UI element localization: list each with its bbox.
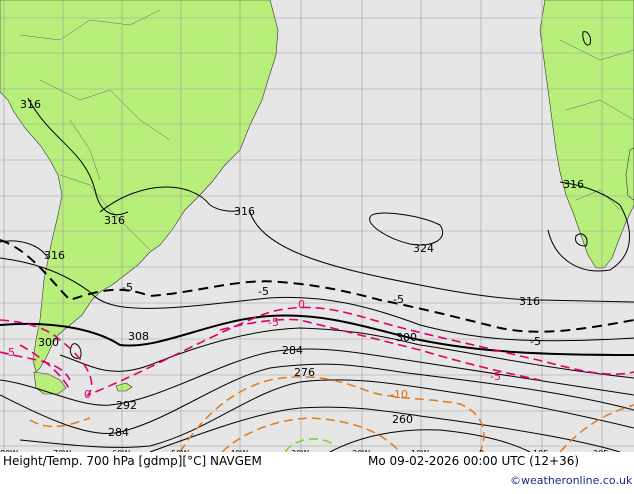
isotherm-minus5-dashed bbox=[0, 239, 634, 333]
lat-lon-grid bbox=[0, 0, 634, 452]
height-label: 260 bbox=[392, 413, 413, 426]
height-label: 308 bbox=[128, 330, 149, 343]
footer-bar bbox=[0, 452, 634, 490]
height-label: 276 bbox=[294, 366, 315, 379]
temp-label: 0 bbox=[84, 388, 91, 401]
isotherm-zero bbox=[0, 306, 634, 397]
temp-label: -5 bbox=[122, 281, 133, 294]
height-label: 292 bbox=[116, 399, 137, 412]
height-label: 300 bbox=[38, 336, 59, 349]
height-label: 316 bbox=[234, 205, 255, 218]
height-label: 316 bbox=[44, 249, 65, 262]
temp-label: -5 bbox=[268, 316, 279, 329]
map-datetime: Mo 09-02-2026 00:00 UTC (12+36) bbox=[368, 454, 579, 468]
temp-label: 0 bbox=[298, 298, 305, 311]
isotherm-green bbox=[284, 438, 337, 453]
map-title: Height/Temp. 700 hPa [gdmp][°C] NAVGEM bbox=[3, 454, 262, 468]
isotherm-cold bbox=[29, 376, 634, 453]
height-contours bbox=[0, 31, 634, 453]
landmass-madagascar bbox=[625, 147, 634, 201]
temp-label: -10 bbox=[390, 388, 408, 401]
temp-label: -5 bbox=[258, 285, 269, 298]
height-label: 284 bbox=[108, 426, 129, 439]
height-label: 300 bbox=[396, 331, 417, 344]
credit-text: ©weatheronline.co.uk bbox=[510, 474, 633, 487]
height-label: 316 bbox=[563, 178, 584, 191]
height-label: 284 bbox=[282, 344, 303, 357]
temp-label: -5 bbox=[393, 293, 404, 306]
temp-label: -5 bbox=[530, 335, 541, 348]
height-label: 316 bbox=[104, 214, 125, 227]
temp-label: -5 bbox=[4, 346, 15, 359]
country-borders bbox=[19, 9, 634, 251]
height-label-group: 316 316 316 316 316 316 324 308 300 300 … bbox=[20, 98, 584, 439]
landmass-africa bbox=[539, 0, 634, 269]
landmass-falklands bbox=[115, 382, 133, 392]
temp-label: -5 bbox=[490, 370, 501, 383]
height-label: 316 bbox=[519, 295, 540, 308]
temp-label-group: -5 -5 -5 -5 0 -5 -5 -10 -5 0 bbox=[4, 281, 541, 401]
height-label: 324 bbox=[413, 242, 434, 255]
height-label: 316 bbox=[20, 98, 41, 111]
